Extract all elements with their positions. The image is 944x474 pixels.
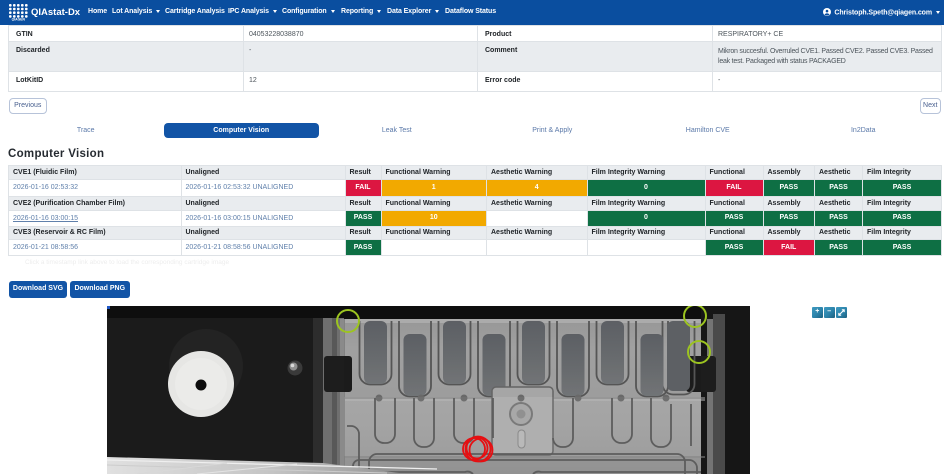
svg-text:QIAGEN: QIAGEN [12,18,26,21]
